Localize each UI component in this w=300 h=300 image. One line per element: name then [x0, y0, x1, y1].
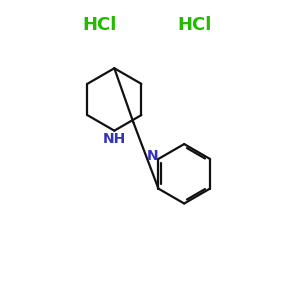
Text: NH: NH — [103, 132, 126, 146]
Text: N: N — [147, 148, 159, 163]
Text: HCl: HCl — [82, 16, 117, 34]
Text: HCl: HCl — [177, 16, 212, 34]
